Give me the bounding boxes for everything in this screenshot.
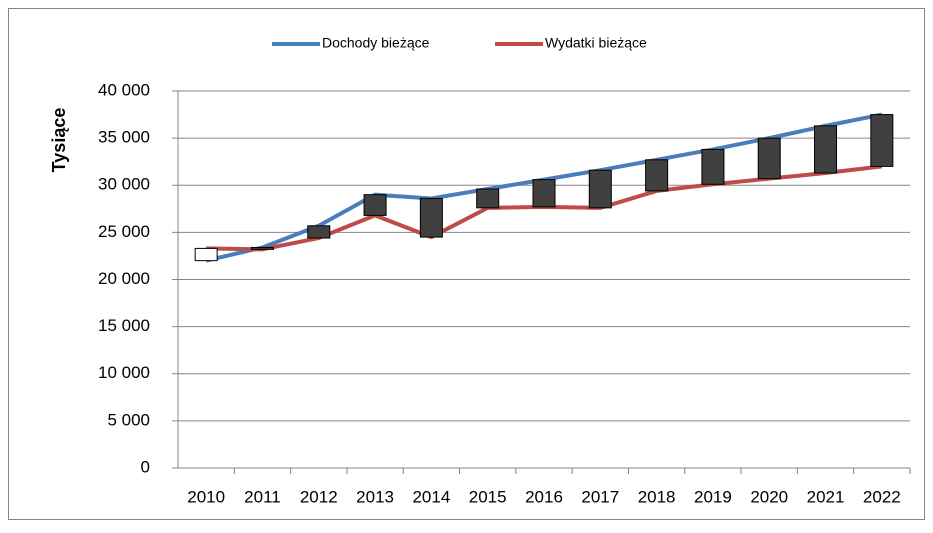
- x-tick-label: 2015: [469, 487, 507, 506]
- chart-border: [8, 8, 925, 520]
- x-tick-label: 2016: [525, 487, 563, 506]
- y-tick-label: 25 000: [98, 222, 150, 241]
- up-down-bar: [757, 137, 781, 180]
- up-down-bar: [701, 148, 725, 185]
- x-tick-label: 2017: [581, 487, 619, 506]
- y-tick-label: 20 000: [98, 269, 150, 288]
- x-tick-label: 2013: [356, 487, 394, 506]
- up-down-bar: [532, 179, 556, 208]
- x-tick-label: 2010: [187, 487, 225, 506]
- up-down-bar: [194, 247, 218, 262]
- x-tick-label: 2019: [694, 487, 732, 506]
- y-tick-label: 35 000: [98, 128, 150, 147]
- up-down-bar: [476, 188, 500, 209]
- x-tick-label: 2018: [638, 487, 676, 506]
- legend-label: Wydatki bieżące: [545, 35, 647, 51]
- up-down-bar: [250, 246, 274, 250]
- up-down-bar: [645, 159, 669, 192]
- y-tick-label: 0: [141, 457, 150, 476]
- up-down-bar: [307, 225, 331, 239]
- x-tick-label: 2020: [750, 487, 788, 506]
- x-tick-label: 2021: [807, 487, 845, 506]
- up-down-bar: [870, 114, 894, 167]
- x-tick-label: 2022: [863, 487, 901, 506]
- up-down-bar: [588, 169, 612, 209]
- y-tick-label: 15 000: [98, 316, 150, 335]
- up-down-bar: [814, 125, 838, 174]
- y-tick-label: 10 000: [98, 363, 150, 382]
- x-tick-label: 2011: [244, 487, 281, 506]
- x-tick-label: 2012: [300, 487, 338, 506]
- y-tick-label: 40 000: [98, 80, 150, 99]
- x-tick-label: 2014: [412, 487, 450, 506]
- up-down-bar: [363, 194, 387, 216]
- y-axis-title: Tysiące: [49, 108, 69, 173]
- legend-label: Dochody bieżące: [322, 35, 430, 51]
- y-tick-label: 30 000: [98, 175, 150, 194]
- y-tick-label: 5 000: [107, 410, 150, 429]
- up-down-bar: [419, 197, 443, 238]
